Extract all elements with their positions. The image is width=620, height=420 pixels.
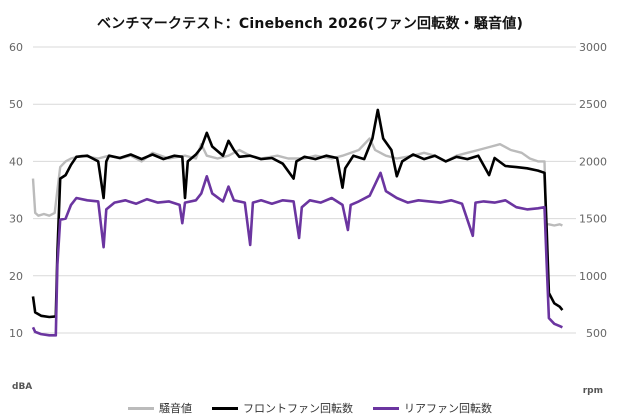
right-tick-label: 500: [586, 327, 607, 340]
legend-label-rear-fan: リアファン回転数: [404, 402, 492, 415]
legend-label-noise: 騒音値: [159, 402, 192, 415]
right-tick-label: 2500: [579, 98, 607, 111]
left-tick-label: 60: [9, 41, 23, 54]
legend-swatch-noise: [128, 406, 154, 410]
right-tick-label: 1500: [579, 213, 607, 226]
legend-swatch-rear-fan: [373, 406, 399, 410]
left-tick-label: 20: [9, 270, 23, 283]
left-axis-ticks: 10 20 30 40 50 60: [9, 41, 23, 340]
series-layer: [31, 108, 564, 337]
legend-swatch-front-fan: [212, 406, 238, 410]
legend-item-noise: 騒音値: [128, 400, 192, 416]
series-line-rear-fan: [31, 171, 563, 337]
left-tick-label: 50: [9, 98, 23, 111]
legend: 騒音値 フロントファン回転数 リアファン回転数: [0, 400, 620, 416]
legend-item-rear-fan: リアファン回転数: [373, 400, 492, 416]
right-axis-ticks: 500 1000 1500 2000 2500 3000: [579, 41, 607, 340]
right-tick-label: 2000: [579, 155, 607, 168]
legend-item-front-fan: フロントファン回転数: [212, 400, 353, 416]
series-line-front-fan: [31, 108, 564, 319]
left-axis-unit: dBA: [12, 382, 32, 392]
right-axis-unit: rpm: [583, 386, 603, 396]
left-tick-label: 30: [9, 213, 23, 226]
left-tick-label: 10: [9, 327, 23, 340]
chart-title: ベンチマークテスト：Cinebench 2026(ファン回転数・騒音値): [96, 16, 524, 32]
legend-label-front-fan: フロントファン回転数: [243, 402, 353, 415]
series-line-noise: [31, 137, 563, 227]
right-tick-label: 3000: [579, 41, 607, 54]
right-tick-label: 1000: [579, 270, 607, 283]
left-tick-label: 40: [9, 155, 23, 168]
grid-lines: [33, 46, 576, 334]
